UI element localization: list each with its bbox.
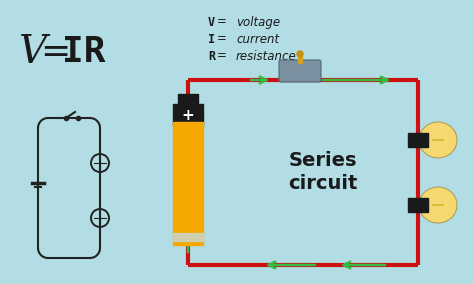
Text: Series
circuit: Series circuit <box>288 151 358 193</box>
Bar <box>173 122 203 245</box>
Text: =: = <box>217 32 227 45</box>
Text: =: = <box>217 49 227 62</box>
Text: current: current <box>236 32 279 45</box>
Ellipse shape <box>419 122 457 158</box>
Text: R: R <box>208 49 215 62</box>
Text: IR: IR <box>62 35 106 69</box>
Text: I: I <box>208 32 215 45</box>
Circle shape <box>297 51 303 57</box>
Text: +: + <box>182 108 194 122</box>
Text: V: V <box>18 34 46 70</box>
Bar <box>408 133 428 147</box>
Bar <box>173 233 203 241</box>
Text: =: = <box>217 16 227 28</box>
Bar <box>173 104 203 126</box>
Text: resistance: resistance <box>236 49 297 62</box>
Text: =: = <box>40 35 70 69</box>
Bar <box>408 198 428 212</box>
FancyBboxPatch shape <box>279 60 321 82</box>
Bar <box>298 54 302 63</box>
Text: voltage: voltage <box>236 16 280 28</box>
Text: V: V <box>208 16 215 28</box>
Bar <box>178 94 198 104</box>
Ellipse shape <box>419 187 457 223</box>
